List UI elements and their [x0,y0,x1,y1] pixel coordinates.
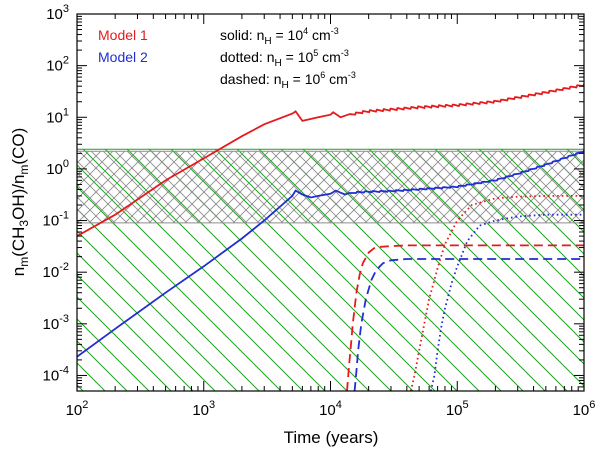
legend-style-solid: solid: nH = 104 cm-3 [220,26,339,47]
y-axis-title: nm(CH3OH)/nm(CO) [9,128,31,277]
x-axis-title: Time (years) [284,428,379,447]
series-model-1-dashed [346,244,584,391]
model-curves [77,83,584,391]
y-tick-label: 10-1 [43,210,69,230]
legend-model-1: Model 1 [98,27,148,43]
x-tick-label: 104 [319,399,342,419]
y-tick-label: 10-3 [43,313,69,333]
y-tick-label: 102 [46,55,69,75]
legend: Model 1 Model 2 solid: nH = 104 cm-3dott… [98,26,356,91]
y-tick-label: 103 [46,3,69,23]
axes: 102 103 104 105 106 10-4 10-3 10-2 10-1 100 101 102… [43,3,596,419]
series-model-2-dashed [353,258,584,391]
series-model-1-solid [77,83,584,237]
x-tick-label: 103 [192,399,215,419]
x-tick-label: 102 [66,399,89,419]
observed-range-bands [77,148,584,391]
series-model-2-solid [77,150,584,358]
legend-model-2: Model 2 [98,49,148,65]
legend-style-dashed: dashed: nH = 106 cm-3 [220,70,356,91]
band-1 [77,151,584,223]
x-tick-label: 106 [573,399,596,419]
y-tick-label: 10-4 [43,364,69,384]
x-tick-label: 105 [446,399,469,419]
legend-style-dotted: dotted: nH = 105 cm-3 [220,48,349,69]
y-tick-label: 100 [46,158,69,178]
y-tick-label: 101 [46,106,69,126]
y-tick-label: 10-2 [43,261,69,281]
